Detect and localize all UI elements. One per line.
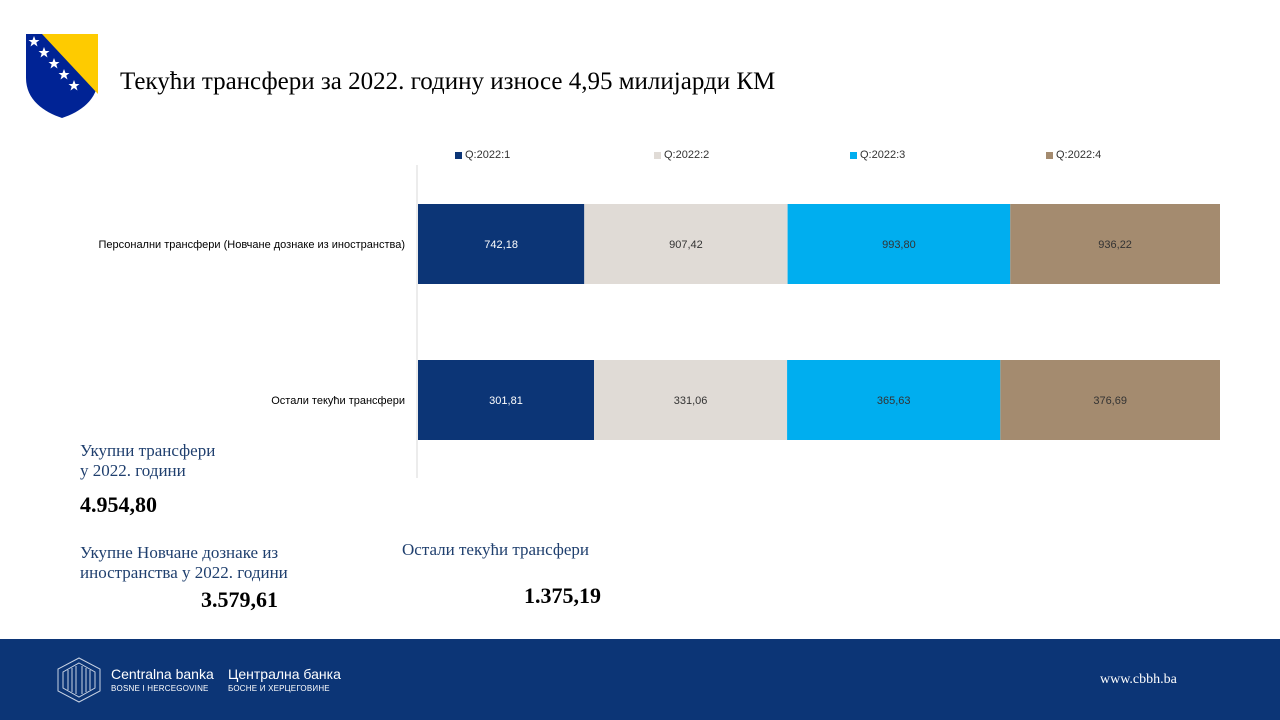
other-transfers-value: 1.375,19 — [524, 583, 601, 608]
data-label: 993,80 — [882, 239, 916, 251]
bank-logo-icon — [57, 657, 101, 703]
remittances-label-line1: Укупне Новчане дознаке из — [80, 543, 279, 562]
legend-swatch — [850, 151, 857, 159]
legend-swatch — [654, 151, 661, 159]
bank-name-latin-sub: BOSNE I HERCEGOVINE — [111, 684, 209, 693]
legend-item-q2: Q:2022:2 — [654, 149, 709, 161]
legend-swatch — [455, 151, 462, 159]
legend-label: Q:2022:4 — [1056, 149, 1102, 161]
legend-swatch — [1046, 151, 1053, 159]
footer-bar — [0, 639, 1280, 720]
remittances-value: 3.579,61 — [201, 587, 278, 612]
legend-item-q4: Q:2022:4 — [1046, 149, 1101, 161]
website-link[interactable]: www.cbbh.ba — [1100, 672, 1177, 687]
legend-label: Q:2022:3 — [860, 149, 906, 161]
page-title: Текући трансфери за 2022. годину износе … — [120, 68, 776, 95]
bar-segment — [418, 360, 595, 440]
data-label: 365,63 — [877, 395, 911, 407]
bar-segment — [787, 360, 1001, 440]
total-transfers-label-line1: Укупни трансфери — [80, 441, 216, 460]
remittances-label-line2: иностранства у 2022. години — [80, 563, 288, 582]
coat-of-arms-icon — [26, 34, 98, 118]
bank-name-cyrillic-sub: БОСНЕ И ХЕРЦЕГОВИНЕ — [228, 684, 330, 693]
legend-label: Q:2022:2 — [664, 149, 710, 161]
stacked-bar-chart: 742,18 907,42 993,80 936,22 Персонални транс… — [98, 165, 1220, 478]
data-label: 907,42 — [669, 239, 703, 251]
category-label: Персонални трансфери (Новчане дознаке из… — [98, 239, 405, 251]
data-label: 936,22 — [1098, 239, 1132, 251]
data-label: 742,18 — [484, 239, 518, 251]
total-transfers-label-line2: у 2022. години — [80, 461, 186, 480]
bar-segment — [1010, 204, 1220, 284]
bar-segment — [418, 204, 585, 284]
legend-item-q3: Q:2022:3 — [850, 149, 905, 161]
data-label: 331,06 — [674, 395, 708, 407]
bar-segment — [584, 204, 788, 284]
legend-label: Q:2022:1 — [465, 149, 511, 161]
bank-name-latin: Centralna banka — [111, 666, 214, 682]
legend-item-q1: Q:2022:1 — [455, 149, 510, 161]
total-transfers-value: 4.954,80 — [80, 492, 157, 517]
bank-name-cyrillic: Централна банка — [228, 666, 341, 682]
other-transfers-label: Остали текући трансфери — [402, 540, 590, 559]
data-label: 301,81 — [489, 395, 523, 407]
remittances-label: Укупне Новчане дознаке из иностранства у… — [80, 543, 288, 583]
bar-segment — [594, 360, 788, 440]
bar-segment — [787, 204, 1011, 284]
category-label: Остали текући трансфери — [271, 395, 405, 407]
data-label: 376,69 — [1093, 395, 1127, 407]
bar-segment — [1000, 360, 1220, 440]
total-transfers-label: Укупни трансфери у 2022. години — [80, 441, 215, 481]
